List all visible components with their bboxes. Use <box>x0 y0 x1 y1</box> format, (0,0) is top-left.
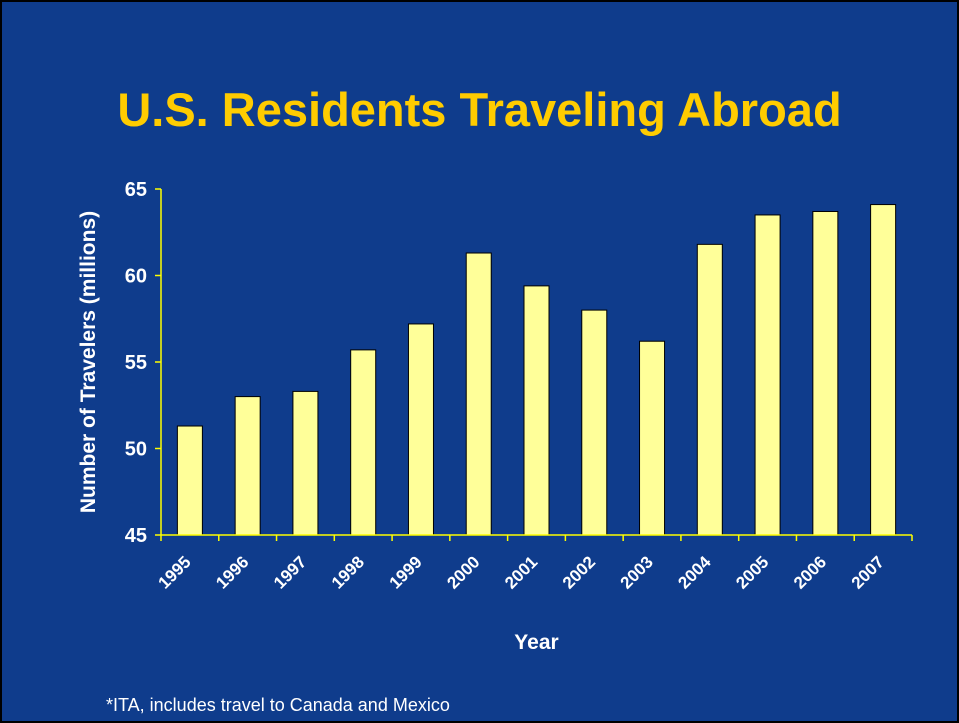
x-tick-label-2001: 2001 <box>501 552 541 592</box>
slide-title: U.S. Residents Traveling Abroad <box>117 83 842 136</box>
bar-1995 <box>176 425 203 536</box>
y-tick-label-65: 65 <box>125 179 147 201</box>
x-tick-label-2003: 2003 <box>617 552 657 592</box>
footnote: *ITA, includes travel to Canada and Mexi… <box>106 695 450 715</box>
bar-2003 <box>639 340 666 536</box>
bar-2007 <box>870 204 897 536</box>
y-tick-label-55: 55 <box>125 352 147 374</box>
y-tick-label-50: 50 <box>125 439 147 461</box>
bar-2002 <box>581 309 608 536</box>
y-tick-label-45: 45 <box>125 525 147 547</box>
x-tick-label-2004: 2004 <box>674 552 715 593</box>
bar-1997 <box>292 390 319 536</box>
x-tick-label-1998: 1998 <box>328 552 368 592</box>
x-tick-label-2000: 2000 <box>443 552 483 592</box>
bar-1996 <box>234 396 261 536</box>
y-tick-label-60: 60 <box>125 266 147 288</box>
y-axis-title: Number of Travelers (millions) <box>77 211 100 513</box>
bar-2006 <box>812 210 839 536</box>
x-axis-title: Year <box>514 631 558 654</box>
bar-1999 <box>407 323 434 536</box>
bar-2005 <box>754 214 781 536</box>
bar-2001 <box>523 285 550 536</box>
x-tick-label-2005: 2005 <box>732 552 772 592</box>
bars-layer <box>176 204 897 536</box>
bar-1998 <box>350 349 377 536</box>
x-tick-label-1997: 1997 <box>270 552 310 592</box>
x-tick-label-1996: 1996 <box>212 552 252 592</box>
bar-2004 <box>696 243 723 536</box>
bar-2000 <box>465 252 492 536</box>
x-tick-label-1999: 1999 <box>386 552 426 592</box>
x-tick-label-2007: 2007 <box>848 552 888 592</box>
x-tick-label-2006: 2006 <box>790 552 830 592</box>
x-tick-label-1995: 1995 <box>155 552 195 592</box>
x-tick-label-2002: 2002 <box>559 552 599 592</box>
axes-layer <box>155 188 913 541</box>
